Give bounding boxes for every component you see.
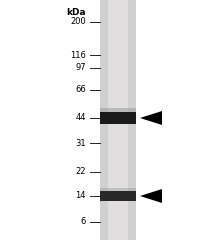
- Bar: [100, 108, 136, 112]
- Text: 116: 116: [70, 50, 86, 60]
- Bar: [100, 112, 136, 124]
- Text: 6: 6: [81, 217, 86, 227]
- Polygon shape: [140, 111, 162, 125]
- Bar: [108, 0, 128, 240]
- Polygon shape: [140, 189, 162, 203]
- Bar: [100, 191, 136, 201]
- Text: 22: 22: [76, 168, 86, 176]
- Text: 97: 97: [75, 64, 86, 72]
- Text: 66: 66: [75, 85, 86, 95]
- Text: 14: 14: [76, 192, 86, 200]
- Bar: [100, 188, 136, 191]
- Text: 200: 200: [70, 18, 86, 26]
- Text: 44: 44: [76, 114, 86, 122]
- Bar: [100, 0, 136, 240]
- Text: 31: 31: [75, 138, 86, 148]
- Text: kDa: kDa: [66, 8, 86, 17]
